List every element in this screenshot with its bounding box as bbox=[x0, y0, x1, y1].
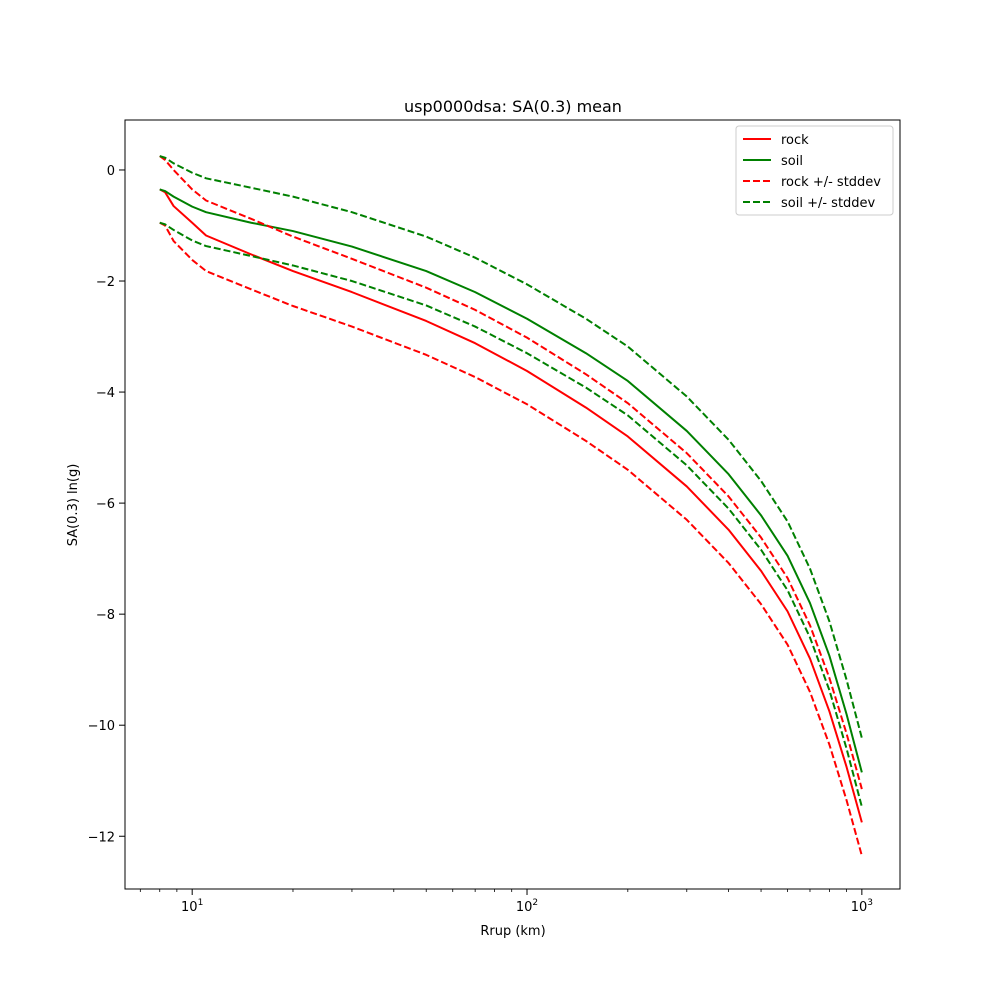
axes: 101 102 103 0 −2 −4 −6 −8 −10 −12 bbox=[88, 119, 901, 915]
series-line-4 bbox=[159, 155, 863, 739]
y-tick-label: −2 bbox=[96, 275, 115, 290]
series-line-2 bbox=[159, 155, 863, 790]
series-line-5 bbox=[159, 221, 863, 808]
y-tick-label: −8 bbox=[96, 608, 115, 623]
series-lines bbox=[159, 155, 863, 856]
y-tick-label: −6 bbox=[96, 497, 115, 512]
legend: rock soil rock +/- stddev soil +/- stddev bbox=[735, 125, 894, 216]
plot-area bbox=[159, 155, 863, 856]
y-tick-label: −10 bbox=[88, 719, 115, 734]
legend-label: soil bbox=[781, 154, 803, 169]
legend-box bbox=[735, 125, 894, 216]
x-tick-label: 101 bbox=[181, 898, 203, 915]
y-tick-label: −12 bbox=[88, 830, 115, 845]
series-line-3 bbox=[159, 221, 863, 856]
legend-label: soil +/- stddev bbox=[781, 196, 876, 211]
x-tick-label: 102 bbox=[516, 898, 538, 915]
y-tick-label: 0 bbox=[107, 164, 115, 179]
x-axis-label: Rrup (km) bbox=[480, 924, 545, 939]
y-axis-label: SA(0.3) ln(g) bbox=[66, 464, 81, 547]
series-line-1 bbox=[159, 188, 863, 773]
series-line-0 bbox=[159, 188, 863, 823]
legend-label: rock +/- stddev bbox=[781, 175, 881, 190]
chart-title: usp0000dsa: SA(0.3) mean bbox=[404, 97, 622, 116]
legend-label: rock bbox=[781, 133, 809, 148]
plot-frame bbox=[124, 119, 901, 890]
x-tick-label: 103 bbox=[851, 898, 873, 915]
y-tick-label: −4 bbox=[96, 386, 115, 401]
